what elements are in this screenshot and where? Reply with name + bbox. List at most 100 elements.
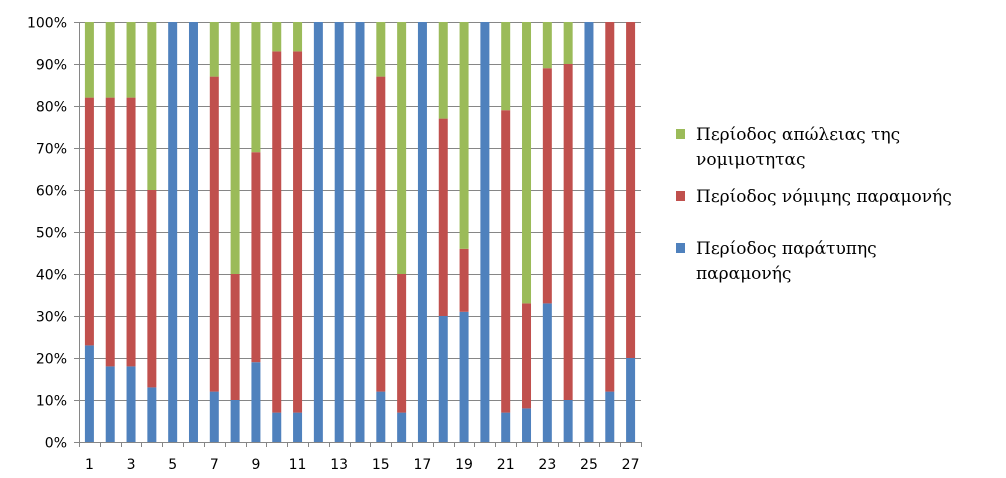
x-tick-label: 21 <box>497 457 515 473</box>
bar-segment <box>501 22 511 111</box>
bar-segment <box>522 303 532 409</box>
bar-segment <box>522 408 532 442</box>
bar-segment <box>563 400 573 442</box>
bar-segment <box>230 274 240 400</box>
bar-segment <box>605 22 615 392</box>
bar-segment <box>272 22 282 52</box>
legend-swatch <box>676 191 685 201</box>
bar-segment <box>84 97 94 346</box>
y-tick-label: 10% <box>36 394 67 410</box>
bar-segment <box>397 22 407 274</box>
bar-segment <box>542 68 552 304</box>
bar-segment <box>542 303 552 442</box>
bar-segment <box>417 22 427 442</box>
x-tick-label: 19 <box>455 457 473 473</box>
bar-segment <box>293 51 303 413</box>
bar-segment <box>230 400 240 442</box>
bar-segment <box>501 110 511 413</box>
bar-segment <box>376 76 386 392</box>
bar-segment <box>209 391 219 442</box>
legend-label: Περίοδος παράτυπης <box>696 239 877 259</box>
bar-segment <box>272 412 282 442</box>
bar-segment <box>313 22 323 442</box>
bar-segment <box>272 51 282 413</box>
bar-segment <box>84 22 94 98</box>
bar-segment <box>542 22 552 69</box>
legend-label: παραμονής <box>696 264 791 284</box>
x-tick-label: 15 <box>372 457 390 473</box>
bars <box>84 22 636 442</box>
legend-label: Περίοδος απώλειας της <box>696 125 900 145</box>
x-tick-label: 5 <box>168 457 177 473</box>
x-tick-label: 27 <box>622 457 640 473</box>
legend-label: Περίοδος νόμιμης παραμονής <box>696 187 952 207</box>
bar-segment <box>334 22 344 442</box>
bar-segment <box>376 22 386 77</box>
bar-segment <box>147 22 157 190</box>
x-tick-label: 9 <box>251 457 260 473</box>
bar-segment <box>209 76 219 392</box>
x-tick-label: 7 <box>210 457 219 473</box>
x-tick-label: 11 <box>289 457 307 473</box>
bar-segment <box>459 248 469 312</box>
bar-segment <box>105 22 115 98</box>
y-tick-label: 90% <box>36 58 67 74</box>
x-tick-label: 17 <box>414 457 432 473</box>
legend-label: νομιμοτητας <box>696 150 806 170</box>
bar-segment <box>126 22 136 98</box>
bar-segment <box>105 366 115 442</box>
bar-segment <box>251 22 261 153</box>
bar-segment <box>209 22 219 77</box>
bar-segment <box>438 22 448 119</box>
bar-segment <box>293 22 303 52</box>
y-tick-label: 0% <box>45 436 67 452</box>
bar-segment <box>147 190 157 388</box>
bar-segment <box>563 64 573 400</box>
y-tick-label: 50% <box>36 226 67 242</box>
x-tick-label: 1 <box>85 457 94 473</box>
bar-segment <box>84 345 94 442</box>
bar-segment <box>251 362 261 442</box>
bar-segment <box>293 412 303 442</box>
bar-segment <box>626 358 636 442</box>
legend-swatch <box>676 129 685 139</box>
y-tick-label: 30% <box>36 310 67 326</box>
axes: 0%10%20%30%40%50%60%70%80%90%100%1 3 5 7 9 11… <box>27 16 642 473</box>
bar-segment <box>126 97 136 367</box>
bar-segment <box>459 22 469 249</box>
legend: Περίοδος απώλειας της νομιμοτητας Περίοδος… <box>676 125 952 284</box>
bar-segment <box>563 22 573 64</box>
y-tick-label: 70% <box>36 142 67 158</box>
y-tick-label: 100% <box>27 16 67 32</box>
bar-segment <box>397 412 407 442</box>
y-tick-label: 40% <box>36 268 67 284</box>
bar-segment <box>480 22 490 442</box>
x-tick-label: 25 <box>580 457 598 473</box>
bar-segment <box>626 22 636 358</box>
bar-segment <box>501 412 511 442</box>
x-tick-label: 23 <box>538 457 556 473</box>
bar-segment <box>584 22 594 442</box>
bar-segment <box>438 316 448 442</box>
x-tick-label: 3 <box>127 457 136 473</box>
bar-segment <box>168 22 178 442</box>
y-tick-label: 60% <box>36 184 67 200</box>
bar-segment <box>188 22 198 442</box>
y-tick-label: 80% <box>36 100 67 116</box>
bar-segment <box>376 391 386 442</box>
bar-segment <box>230 22 240 274</box>
legend-swatch <box>676 243 685 253</box>
bar-segment <box>251 152 261 363</box>
bar-segment <box>605 391 615 442</box>
bar-segment <box>126 366 136 442</box>
bar-segment <box>438 118 448 316</box>
bar-segment <box>147 387 157 442</box>
x-tick-label: 13 <box>330 457 348 473</box>
bar-segment <box>355 22 365 442</box>
y-tick-label: 20% <box>36 352 67 368</box>
bar-segment <box>105 97 115 367</box>
bar-segment <box>459 311 469 442</box>
bar-segment <box>522 22 532 304</box>
